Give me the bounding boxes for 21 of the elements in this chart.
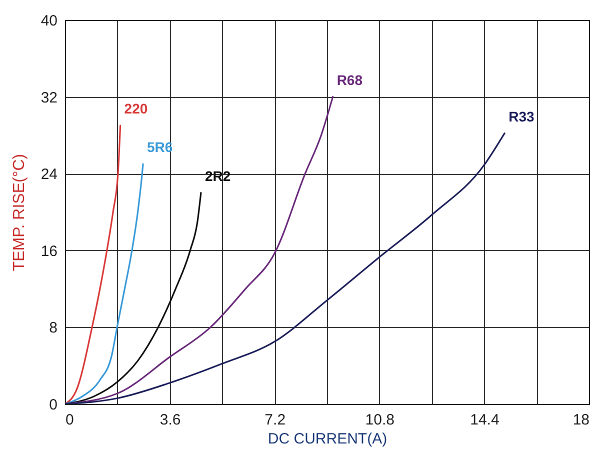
x-tick-label: 18 [572,412,590,428]
x-tick-label: 3.6 [160,412,181,428]
x-tick-label: 0 [66,412,74,428]
line-series [65,192,202,404]
y-tick-label: 16 [40,242,58,260]
y-tick-label: 40 [40,12,58,30]
x-axis-title: DC CURRENT(A) [268,430,388,448]
y-tick-label: 24 [40,166,58,184]
y-tick-label: 8 [49,320,58,337]
series-label: R68 [336,72,363,88]
line-series [65,124,122,404]
x-tick-label: 10.8 [365,412,394,428]
series-label: 220 [124,100,148,117]
line-series [65,132,506,404]
y-tick-label: 0 [49,396,58,414]
line-series [65,163,144,404]
series-label: R33 [508,108,534,124]
y-tick-label: 32 [40,89,58,106]
x-tick-label: 7.2 [264,412,286,428]
y-axis-title: TEMP. RISE(°C) [10,154,28,272]
x-tick-label: 14.4 [470,412,500,428]
